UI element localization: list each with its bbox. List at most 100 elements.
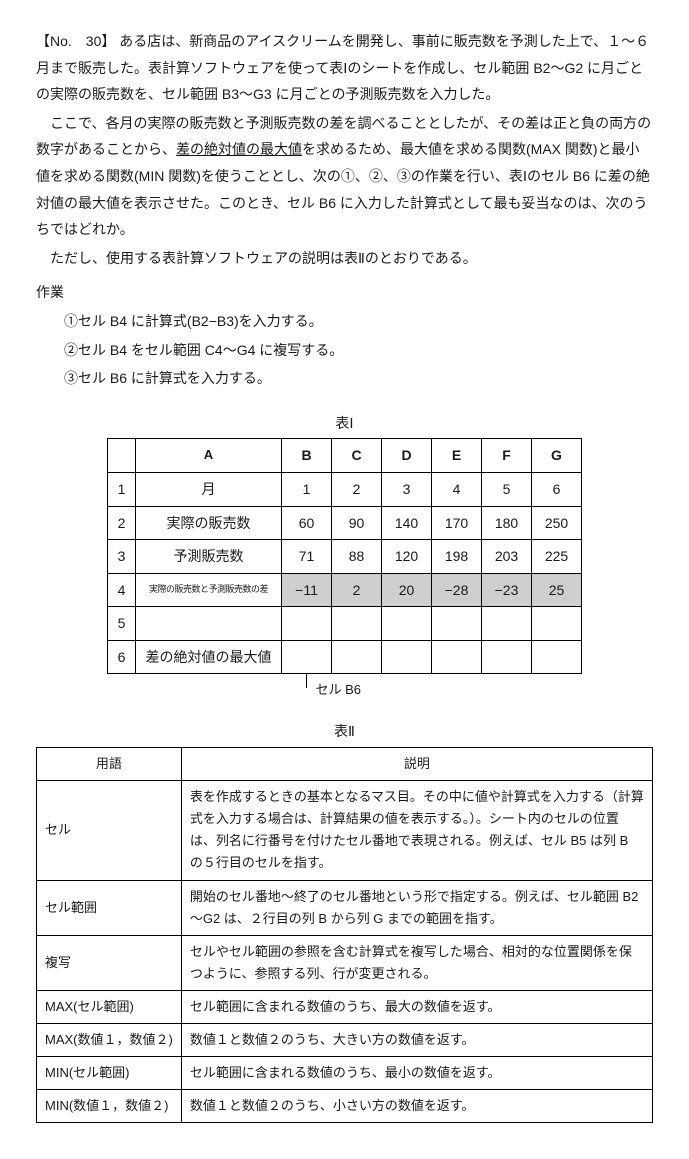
t1-r2-F: 180 xyxy=(482,506,532,540)
t1-r2-A: 実際の販売数 xyxy=(136,506,282,540)
t1-col-E: E xyxy=(432,439,482,473)
t1-col-G: G xyxy=(532,439,582,473)
t1-col-F: F xyxy=(482,439,532,473)
t1-r1-B: 1 xyxy=(282,472,332,506)
pointer-line xyxy=(306,674,307,688)
p1-text: ある店は、新商品のアイスクリームを開発し、事前に販売数を予測した上で、１～６月ま… xyxy=(36,33,649,102)
t2-row-3: MAX(セル範囲) セル範囲に含まれる数値のうち、最大の数値を返す。 xyxy=(37,990,653,1023)
t1-r5-E xyxy=(432,607,482,641)
t1-row-1: 1 月 1 2 3 4 5 6 xyxy=(108,472,582,506)
t1-r6-B xyxy=(282,640,332,674)
t1-r4-idx: 4 xyxy=(108,573,136,607)
t1-r4-F: −23 xyxy=(482,573,532,607)
t1-r6-E xyxy=(432,640,482,674)
table2-caption: 表Ⅱ xyxy=(36,718,653,745)
t1-r3-B: 71 xyxy=(282,540,332,574)
table1-caption: 表Ⅰ xyxy=(36,410,653,437)
t2-r0-desc: 表を作成するときの基本となるマス目。その中に値や計算式を入力する（計算式を入力す… xyxy=(181,781,652,880)
step-1: ①セル B4 に計算式(B2−B3)を入力する。 xyxy=(36,308,653,335)
t1-r1-C: 2 xyxy=(332,472,382,506)
cell-b6-pointer: セル B6 xyxy=(108,674,582,700)
t1-r6-A: 差の絶対値の最大値 xyxy=(136,640,282,674)
t2-row-5: MIN(セル範囲) セル範囲に含まれる数値のうち、最小の数値を返す。 xyxy=(37,1057,653,1090)
t1-r6-G xyxy=(532,640,582,674)
t1-r4-C: 2 xyxy=(332,573,382,607)
t1-r4-G: 25 xyxy=(532,573,582,607)
t2-row-2: 複写 セルやセル範囲の参照を含む計算式を複写した場合、相対的な位置関係を保つよう… xyxy=(37,935,653,990)
question-number: 【No. 30】 xyxy=(36,33,115,49)
t2-r2-desc: セルやセル範囲の参照を含む計算式を複写した場合、相対的な位置関係を保つように、参… xyxy=(181,935,652,990)
t1-r3-A: 予測販売数 xyxy=(136,540,282,574)
t1-r1-E: 4 xyxy=(432,472,482,506)
t2-r4-term: MAX(数値１，数値２) xyxy=(37,1024,182,1057)
t1-r2-B: 60 xyxy=(282,506,332,540)
t1-r5-F xyxy=(482,607,532,641)
t1-col-B: B xyxy=(282,439,332,473)
step-2: ②セル B4 をセル範囲 C4～G4 に複写する。 xyxy=(36,337,653,364)
t1-col-A: A xyxy=(136,439,282,473)
t2-r6-term: MIN(数値１，数値２) xyxy=(37,1090,182,1123)
t2-r3-desc: セル範囲に含まれる数値のうち、最大の数値を返す。 xyxy=(181,990,652,1023)
t1-r3-idx: 3 xyxy=(108,540,136,574)
t1-r5-G xyxy=(532,607,582,641)
t1-row-4: 4 実際の販売数と予測販売数の差 −11 2 20 −28 −23 25 xyxy=(108,573,582,607)
paragraph-1: 【No. 30】 ある店は、新商品のアイスクリームを開発し、事前に販売数を予測し… xyxy=(36,28,653,108)
t1-header-row: A B C D E F G xyxy=(108,439,582,473)
t1-r3-G: 225 xyxy=(532,540,582,574)
t1-row-2: 2 実際の販売数 60 90 140 170 180 250 xyxy=(108,506,582,540)
t1-r1-A: 月 xyxy=(136,472,282,506)
t1-r6-idx: 6 xyxy=(108,640,136,674)
t1-r4-E: −28 xyxy=(432,573,482,607)
t2-r5-term: MIN(セル範囲) xyxy=(37,1057,182,1090)
t2-r3-term: MAX(セル範囲) xyxy=(37,990,182,1023)
t1-r5-idx: 5 xyxy=(108,607,136,641)
t1-r6-C xyxy=(332,640,382,674)
t1-r5-D xyxy=(382,607,432,641)
work-label: 作業 xyxy=(36,279,653,306)
t1-corner xyxy=(108,439,136,473)
t1-r3-D: 120 xyxy=(382,540,432,574)
table-1: A B C D E F G 1 月 1 2 3 4 5 6 2 実際の販売数 6… xyxy=(107,438,582,674)
t1-r5-C xyxy=(332,607,382,641)
paragraph-3: ただし、使用する表計算ソフトウェアの説明は表Ⅱのとおりである。 xyxy=(36,245,653,272)
t1-r4-A: 実際の販売数と予測販売数の差 xyxy=(136,573,282,607)
t1-r2-G: 250 xyxy=(532,506,582,540)
t2-r1-desc: 開始のセル番地～終了のセル番地という形で指定する。例えば、セル範囲 B2～G2 … xyxy=(181,880,652,935)
t2-r4-desc: 数値１と数値２のうち、大きい方の数値を返す。 xyxy=(181,1024,652,1057)
t1-r5-A xyxy=(136,607,282,641)
step-3: ③セル B6 に計算式を入力する。 xyxy=(36,365,653,392)
t2-head-desc: 説明 xyxy=(181,748,652,781)
t1-r4-D: 20 xyxy=(382,573,432,607)
t1-r2-C: 90 xyxy=(332,506,382,540)
t2-row-6: MIN(数値１，数値２) 数値１と数値２のうち、小さい方の数値を返す。 xyxy=(37,1090,653,1123)
t2-row-1: セル範囲 開始のセル番地～終了のセル番地という形で指定する。例えば、セル範囲 B… xyxy=(37,880,653,935)
t2-r5-desc: セル範囲に含まれる数値のうち、最小の数値を返す。 xyxy=(181,1057,652,1090)
t2-r2-term: 複写 xyxy=(37,935,182,990)
pointer-label: セル B6 xyxy=(316,678,362,703)
t1-r2-D: 140 xyxy=(382,506,432,540)
table-2: 用語 説明 セル 表を作成するときの基本となるマス目。その中に値や計算式を入力す… xyxy=(36,747,653,1123)
t1-r3-E: 198 xyxy=(432,540,482,574)
t1-r4-B: −11 xyxy=(282,573,332,607)
t1-r1-F: 5 xyxy=(482,472,532,506)
t2-r0-term: セル xyxy=(37,781,182,880)
t1-r6-F xyxy=(482,640,532,674)
t2-header-row: 用語 説明 xyxy=(37,748,653,781)
t1-r5-B xyxy=(282,607,332,641)
paragraph-2: ここで、各月の実際の販売数と予測販売数の差を調べることとしたが、その差は正と負の… xyxy=(36,110,653,243)
t2-r1-term: セル範囲 xyxy=(37,880,182,935)
t2-row-4: MAX(数値１，数値２) 数値１と数値２のうち、大きい方の数値を返す。 xyxy=(37,1024,653,1057)
t1-row-6: 6 差の絶対値の最大値 xyxy=(108,640,582,674)
t1-r1-idx: 1 xyxy=(108,472,136,506)
t2-head-term: 用語 xyxy=(37,748,182,781)
t1-col-D: D xyxy=(382,439,432,473)
t2-row-0: セル 表を作成するときの基本となるマス目。その中に値や計算式を入力する（計算式を… xyxy=(37,781,653,880)
p2-underline: 差の絶対値の最大値 xyxy=(176,141,302,157)
t1-col-C: C xyxy=(332,439,382,473)
t1-r2-E: 170 xyxy=(432,506,482,540)
t1-r1-D: 3 xyxy=(382,472,432,506)
t1-r3-F: 203 xyxy=(482,540,532,574)
t2-r6-desc: 数値１と数値２のうち、小さい方の数値を返す。 xyxy=(181,1090,652,1123)
t1-r6-D xyxy=(382,640,432,674)
t1-r2-idx: 2 xyxy=(108,506,136,540)
